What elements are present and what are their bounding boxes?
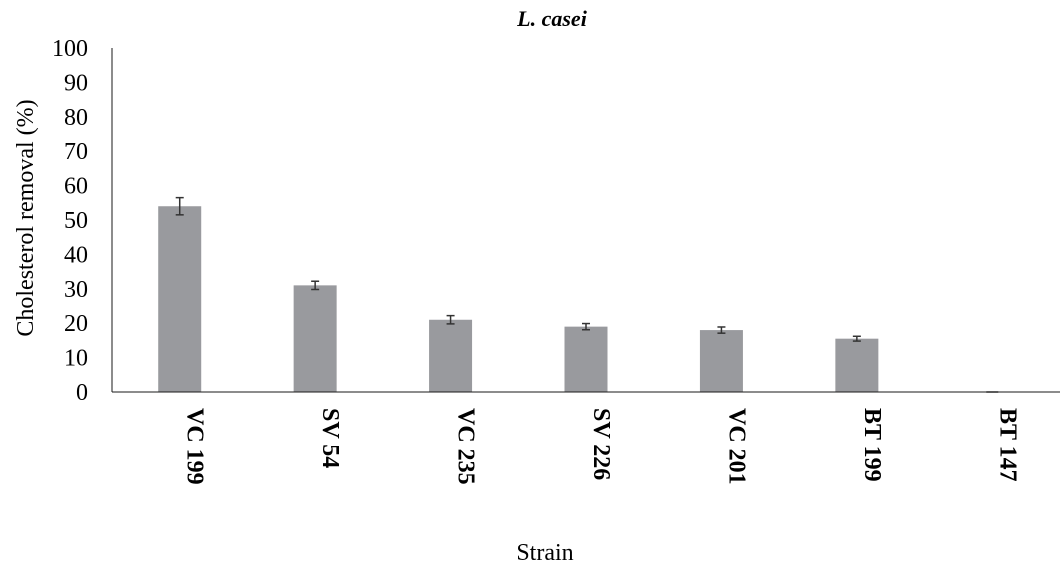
error-bar: [852, 335, 861, 342]
y-tick-label: 70: [64, 139, 88, 165]
error-bar: [446, 314, 455, 325]
chart-title: L. casei: [516, 6, 588, 31]
y-tick-label: 100: [52, 36, 88, 62]
y-tick-label: 20: [64, 311, 88, 337]
y-tick-label: 50: [64, 208, 88, 234]
y-axis-ticks: 0 10 20 30 40 50 60 70 80 90 100: [52, 36, 88, 406]
error-bar: [717, 326, 726, 334]
y-axis-label: Cholesterol removal (%): [13, 99, 39, 336]
y-tick-label: 10: [64, 346, 88, 372]
error-bar: [175, 196, 184, 216]
y-tick-label: 40: [64, 242, 88, 268]
bars-group: [158, 206, 879, 392]
bar: [564, 326, 608, 392]
bar: [699, 330, 743, 392]
x-axis-label: Strain: [516, 540, 573, 565]
x-category-label: SV 54: [317, 408, 343, 468]
x-category-label: BT 147: [994, 408, 1020, 482]
x-category-label: BT 199: [859, 408, 885, 482]
x-axis-categories: VC 199 SV 54 VC 235 SV 226 VC 201 BT 199 BT 14…: [182, 408, 1021, 485]
bar: [429, 319, 473, 392]
x-category-label: VC 201: [723, 408, 749, 485]
y-tick-label: 80: [64, 105, 88, 131]
y-tick-label: 30: [64, 277, 88, 303]
error-bar: [311, 280, 320, 291]
x-category-label: VC 235: [453, 408, 479, 485]
bar: [158, 206, 202, 392]
error-bar: [582, 322, 590, 331]
y-tick-label: 90: [64, 70, 88, 96]
bar: [835, 338, 879, 392]
y-tick-label: 60: [64, 174, 88, 200]
x-category-label: VC 199: [182, 408, 208, 485]
bar: [293, 285, 337, 392]
x-category-label: SV 226: [588, 408, 614, 480]
y-tick-label: 0: [76, 380, 88, 406]
